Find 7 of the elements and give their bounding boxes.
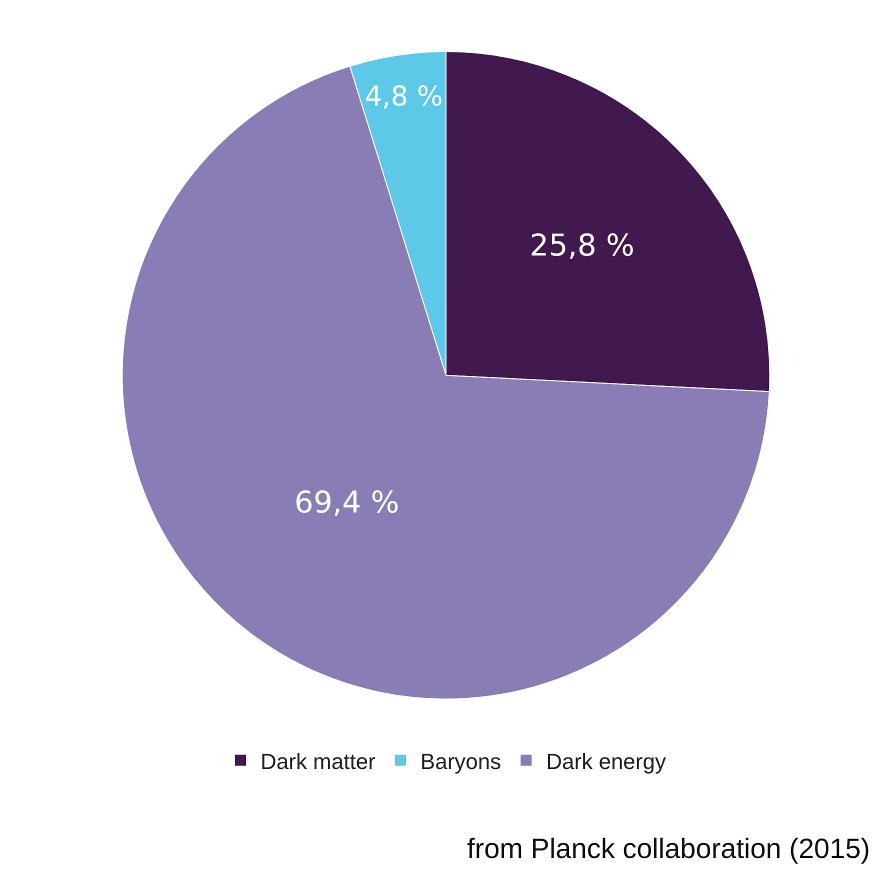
legend-label: Dark matter xyxy=(260,748,376,774)
data-label: 4,8 % xyxy=(364,82,443,113)
text: from Planck collaboration (2015) xyxy=(467,833,870,864)
legend-label: Baryons xyxy=(420,748,502,774)
legend-label: Dark energy xyxy=(546,748,666,774)
data-label: 25,8 % xyxy=(530,228,634,264)
data-label: 69,4 % xyxy=(294,486,400,521)
